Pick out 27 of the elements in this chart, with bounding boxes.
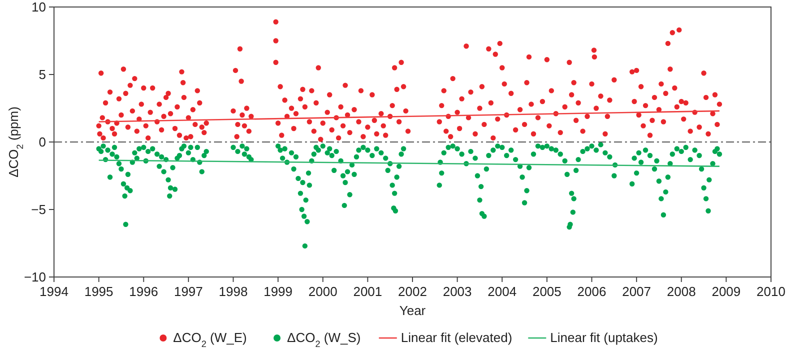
legend-label: Linear fit (elevated)	[400, 330, 512, 345]
x-tick-label: 2003	[442, 284, 472, 299]
x-tick-label: 2004	[488, 284, 517, 299]
x-tick-label: 2010	[756, 284, 786, 299]
x-tick-label: 1995	[84, 284, 114, 299]
x-tick-label: 2002	[398, 284, 427, 299]
legend-label: ΔCO$_{2}$ (W_E)	[173, 330, 247, 349]
x-tick-label: 2000	[308, 284, 338, 299]
x-tick-label: 1998	[218, 284, 248, 299]
y-tick-label: −5	[31, 202, 46, 217]
legend-label: Linear fit (uptakes)	[550, 330, 658, 345]
legend-label: ΔCO$_{2}$ (W_S)	[287, 330, 361, 349]
x-tick-label: 2006	[577, 284, 606, 299]
y-tick-label: −10	[24, 270, 46, 284]
x-tick-label: 2008	[666, 284, 696, 299]
x-tick-label: 1994	[40, 284, 68, 299]
x-tick-label: 2009	[712, 284, 741, 299]
x-tick-label: 1999	[264, 284, 293, 299]
x-tick-label: 2007	[622, 284, 652, 299]
y-tick-label: 5	[38, 67, 46, 82]
x-tick-label: 1997	[174, 284, 203, 299]
x-tick-label: 2001	[353, 284, 382, 299]
x-axis-title: Year	[399, 303, 426, 318]
y-tick-label: 10	[32, 0, 46, 14]
x-tick-label: 2005	[532, 284, 562, 299]
x-tick-label: 1996	[129, 284, 158, 299]
y-tick-label: 0	[38, 134, 46, 150]
